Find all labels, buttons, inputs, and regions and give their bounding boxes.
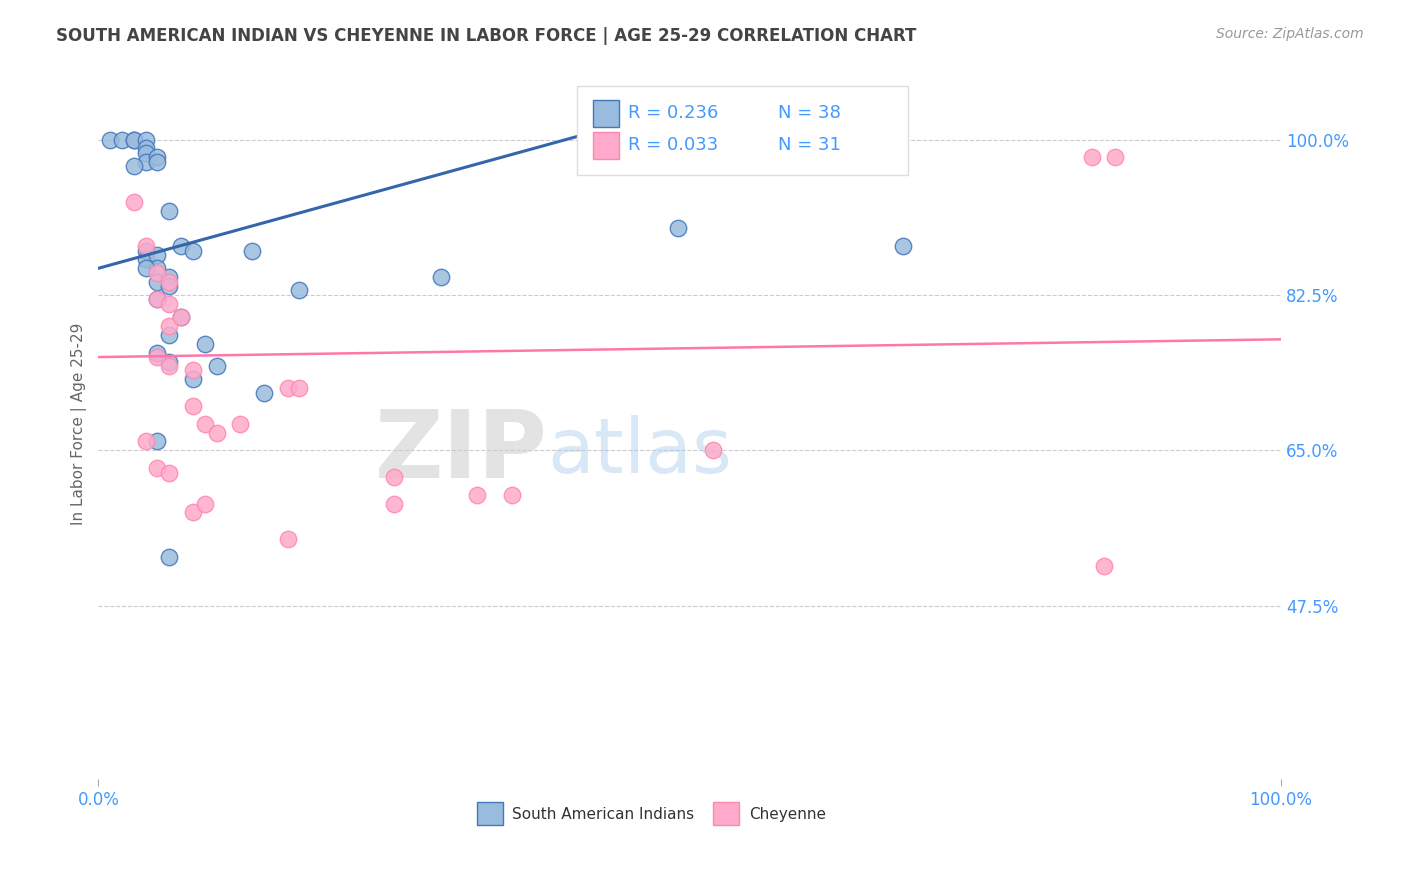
Point <box>181 372 204 386</box>
Point <box>111 132 134 146</box>
Point <box>146 275 169 289</box>
Point <box>157 354 180 368</box>
Text: ZIP: ZIP <box>375 406 548 498</box>
Text: atlas: atlas <box>548 415 733 489</box>
Point <box>135 244 157 258</box>
Point <box>465 488 488 502</box>
Point <box>1080 150 1102 164</box>
Point <box>146 434 169 449</box>
Point <box>146 154 169 169</box>
Point <box>157 359 180 373</box>
Point <box>277 532 299 546</box>
Point <box>146 461 169 475</box>
Point <box>157 327 180 342</box>
Point <box>157 297 180 311</box>
Point <box>382 497 405 511</box>
Point <box>194 497 217 511</box>
Point <box>430 270 453 285</box>
Point <box>170 239 193 253</box>
Point <box>135 434 157 449</box>
Point <box>146 293 169 307</box>
Point <box>205 425 228 440</box>
Y-axis label: In Labor Force | Age 25-29: In Labor Force | Age 25-29 <box>72 323 87 524</box>
Text: Cheyenne: Cheyenne <box>749 807 825 822</box>
Point <box>122 132 145 146</box>
Point <box>146 248 169 262</box>
Point <box>98 132 121 146</box>
Text: N = 38: N = 38 <box>779 104 841 122</box>
Point <box>288 284 311 298</box>
Point <box>277 381 299 395</box>
FancyBboxPatch shape <box>713 802 740 825</box>
Point <box>288 381 311 395</box>
Point <box>122 132 145 146</box>
Point <box>135 154 157 169</box>
Point <box>229 417 252 431</box>
Text: R = 0.033: R = 0.033 <box>628 136 718 154</box>
Point <box>135 261 157 276</box>
Point <box>135 141 157 155</box>
Text: South American Indians: South American Indians <box>512 807 695 822</box>
Point <box>205 359 228 373</box>
Point <box>122 194 145 209</box>
Point <box>146 345 169 359</box>
Text: R = 0.236: R = 0.236 <box>628 104 718 122</box>
Point <box>240 244 263 258</box>
Point <box>157 270 180 285</box>
Point <box>1104 150 1126 164</box>
Point <box>135 132 157 146</box>
FancyBboxPatch shape <box>593 132 619 159</box>
Point <box>253 385 276 400</box>
Point <box>194 336 217 351</box>
Point <box>1092 558 1115 573</box>
Point <box>146 150 169 164</box>
Point <box>181 506 204 520</box>
Point <box>157 549 180 564</box>
Point <box>135 252 157 267</box>
Point <box>157 279 180 293</box>
Point <box>146 266 169 280</box>
Point <box>157 318 180 333</box>
Text: N = 31: N = 31 <box>779 136 841 154</box>
Point <box>702 443 724 458</box>
Point <box>135 239 157 253</box>
Point <box>194 417 217 431</box>
Point <box>382 470 405 484</box>
Point <box>181 363 204 377</box>
Text: SOUTH AMERICAN INDIAN VS CHEYENNE IN LABOR FORCE | AGE 25-29 CORRELATION CHART: SOUTH AMERICAN INDIAN VS CHEYENNE IN LAB… <box>56 27 917 45</box>
Point <box>501 488 523 502</box>
Point <box>666 221 689 235</box>
Point <box>146 261 169 276</box>
FancyBboxPatch shape <box>477 802 503 825</box>
Point <box>157 203 180 218</box>
Point <box>181 244 204 258</box>
Point <box>157 275 180 289</box>
Point <box>157 466 180 480</box>
FancyBboxPatch shape <box>578 87 908 175</box>
Point <box>891 239 914 253</box>
Text: Source: ZipAtlas.com: Source: ZipAtlas.com <box>1216 27 1364 41</box>
Point <box>170 310 193 325</box>
Point <box>122 159 145 173</box>
Point <box>170 310 193 325</box>
FancyBboxPatch shape <box>593 100 619 127</box>
Point <box>135 145 157 160</box>
Point <box>146 350 169 364</box>
Point <box>146 293 169 307</box>
Point <box>181 399 204 413</box>
